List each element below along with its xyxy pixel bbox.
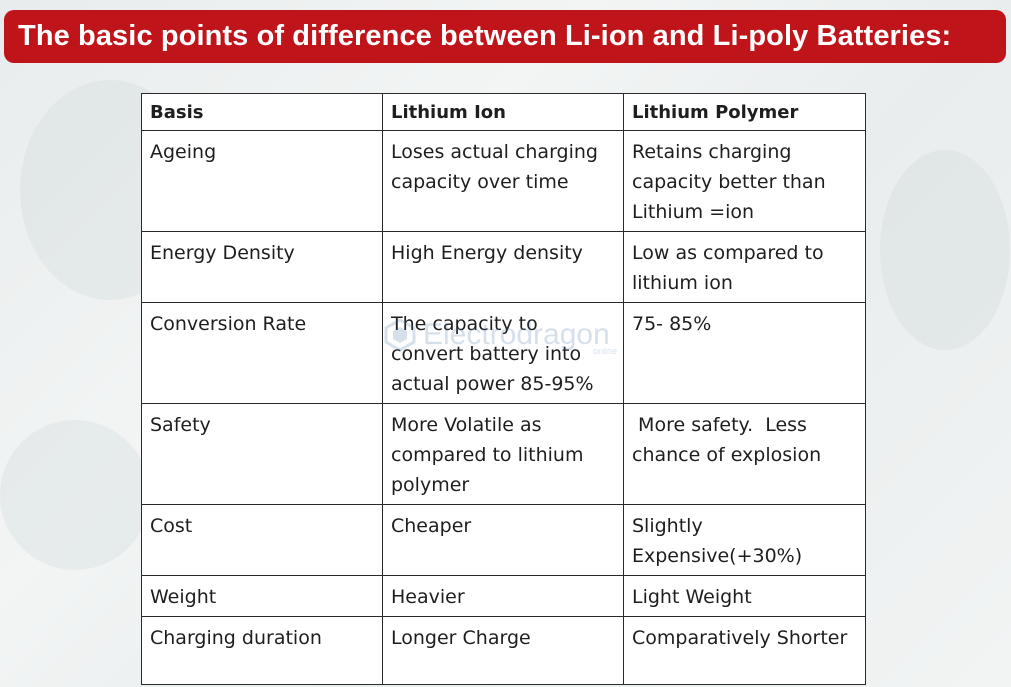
cell-lithium-ion: Cheaper [382,504,624,576]
table-row: Safety More Volatile as compared to lith… [141,403,866,505]
background-texture [880,150,1010,350]
cell-lithium-ion: Longer Charge [382,616,624,685]
cell-lithium-polymer: More safety. Less chance of explosion [623,403,866,505]
cell-lithium-polymer: Light Weight [623,575,866,617]
cell-lithium-polymer: Comparatively Shorter [623,616,866,685]
comparison-table: Basis Lithium Ion Lithium Polymer Ageing… [141,93,866,685]
row-basis-conversion-rate: Conversion Rate [141,302,383,404]
cell-lithium-polymer: Low as compared to lithium ion [623,231,866,303]
table-row: Charging duration Longer Charge Comparat… [141,616,866,685]
row-basis-ageing: Ageing [141,130,383,232]
cell-lithium-polymer: Slightly Expensive(+30%) [623,504,866,576]
cell-lithium-polymer: 75- 85% [623,302,866,404]
row-basis-cost: Cost [141,504,383,576]
cell-lithium-ion: High Energy density [382,231,624,303]
cell-lithium-ion: Heavier [382,575,624,617]
row-basis-safety: Safety [141,403,383,505]
background-texture [0,420,150,570]
cell-lithium-polymer: Retains charging capacity better than Li… [623,130,866,232]
page-title: The basic points of difference between L… [18,20,952,52]
table-row: Energy Density High Energy density Low a… [141,231,866,303]
table-row: Ageing Loses actual charging capacity ov… [141,130,866,232]
row-basis-charging-duration: Charging duration [141,616,383,685]
row-basis-weight: Weight [141,575,383,617]
table-row: Weight Heavier Light Weight [141,575,866,617]
header-lithium-ion: Lithium Ion [382,93,624,131]
header-lithium-polymer: Lithium Polymer [623,93,866,131]
cell-lithium-ion: The capacity to convert battery into act… [382,302,624,404]
row-basis-energy-density: Energy Density [141,231,383,303]
header-basis: Basis [141,93,383,131]
cell-lithium-ion: More Volatile as compared to lithium pol… [382,403,624,505]
table-row: Cost Cheaper Slightly Expensive(+30%) [141,504,866,576]
table-row: Conversion Rate The capacity to convert … [141,302,866,404]
table-header-row: Basis Lithium Ion Lithium Polymer [141,93,866,131]
cell-lithium-ion: Loses actual charging capacity over time [382,130,624,232]
comparison-table-container: Basis Lithium Ion Lithium Polymer Ageing… [141,93,866,685]
title-banner: The basic points of difference between L… [4,10,1006,63]
